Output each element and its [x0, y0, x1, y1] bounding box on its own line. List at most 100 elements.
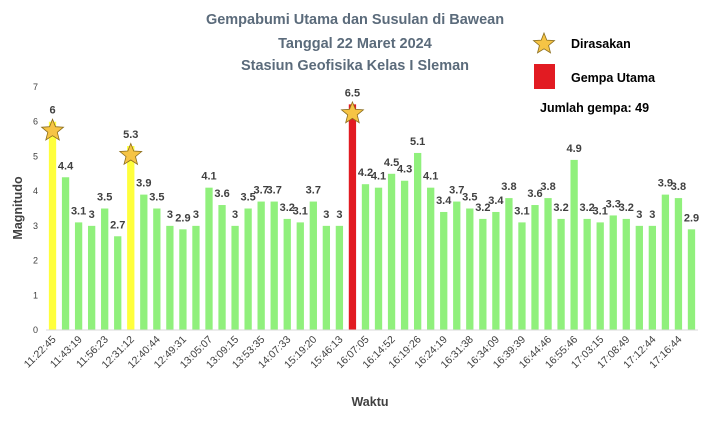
- data-label-26: 4.1: [371, 171, 386, 183]
- data-label-39: 3.8: [540, 181, 555, 193]
- data-label-8: 3.9: [136, 178, 151, 190]
- bar-14: [218, 205, 226, 330]
- data-label-11: 2.9: [175, 212, 190, 224]
- data-label-43: 3.1: [593, 205, 608, 217]
- data-label-17: 3.7: [254, 185, 269, 197]
- bar-33: [466, 208, 474, 330]
- legend-star-shape: [532, 31, 556, 54]
- bar-38: [531, 205, 539, 330]
- bar-5: [101, 208, 109, 330]
- data-label-37: 3.1: [514, 205, 529, 217]
- data-label-46: 3: [636, 209, 642, 221]
- bar-19: [283, 218, 291, 330]
- bar-12: [192, 225, 200, 330]
- bar-30: [427, 187, 435, 330]
- data-label-16: 3.5: [240, 192, 255, 204]
- total-earthquakes: Jumlah gempa: 49: [540, 101, 649, 115]
- data-label-24: 6.5: [345, 87, 360, 99]
- data-label-21: 3.7: [306, 185, 321, 197]
- data-label-12: 3: [193, 209, 199, 221]
- x-axis-ticks: 11:22:4511:43:1911:56:2312:31:1212:40:44…: [22, 334, 685, 372]
- bar-4: [87, 225, 96, 330]
- data-label-7: 5.3: [123, 129, 138, 141]
- chart-title-line-2: Tanggal 22 Maret 2024: [278, 36, 432, 52]
- bar-8: [140, 194, 148, 330]
- data-label-4: 3: [89, 209, 95, 221]
- bar-13: [205, 187, 213, 330]
- y-axis-ticks: 0 1 2 3 4 5 6 7: [33, 82, 38, 335]
- bar-15: [231, 225, 239, 330]
- bar-24: [348, 104, 357, 330]
- bar-18: [270, 201, 278, 330]
- bar-11: [179, 229, 187, 330]
- y-tick-label: 3: [33, 221, 38, 231]
- data-label-50: 2.9: [684, 212, 699, 224]
- chart-title-line-3: Stasiun Geofisika Kelas I Sleman: [241, 58, 469, 74]
- bars: [48, 104, 696, 331]
- data-label-49: 3.8: [671, 181, 686, 193]
- bar-35: [492, 211, 500, 330]
- data-label-9: 3.5: [149, 192, 164, 204]
- bar-32: [453, 201, 461, 330]
- bar-39: [544, 198, 552, 330]
- data-label-10: 3: [167, 209, 173, 221]
- bar-22: [322, 225, 331, 330]
- felt-markers: [40, 100, 365, 166]
- data-label-1: 6: [49, 105, 55, 117]
- felt-star-icon: [40, 118, 65, 141]
- data-label-14: 3.6: [214, 188, 229, 200]
- data-label-32: 3.7: [449, 185, 464, 197]
- legend-label-felt: Dirasakan: [571, 37, 631, 51]
- bar-6: [114, 236, 122, 330]
- bar-40: [557, 218, 565, 330]
- data-label-48: 3.9: [658, 178, 673, 190]
- bar-37: [518, 222, 526, 330]
- data-label-2: 4.4: [58, 160, 74, 172]
- y-tick-label: 7: [33, 82, 38, 92]
- bar-46: [635, 225, 643, 330]
- bar-9: [153, 208, 161, 330]
- bar-50: [687, 229, 696, 330]
- data-label-31: 3.4: [436, 195, 452, 207]
- data-label-15: 3: [232, 209, 238, 221]
- y-axis-title: Magnitudo: [11, 176, 25, 240]
- legend: Dirasakan Gempa Utama Jumlah gempa: 49: [532, 31, 656, 115]
- bar-36: [505, 198, 513, 330]
- y-tick-label: 4: [33, 186, 38, 196]
- data-label-36: 3.8: [501, 181, 516, 193]
- y-tick-label: 1: [33, 290, 38, 300]
- bar-20: [296, 222, 304, 330]
- bar-44: [609, 215, 617, 330]
- bar-42: [583, 218, 591, 330]
- bar-23: [335, 225, 344, 330]
- x-axis-title: Waktu: [351, 395, 388, 409]
- data-label-40: 3.2: [553, 202, 568, 214]
- data-label-34: 3.2: [475, 202, 490, 214]
- bar-31: [440, 211, 448, 330]
- bar-34: [479, 218, 487, 330]
- data-label-23: 3: [336, 209, 342, 221]
- data-label-29: 5.1: [410, 136, 425, 148]
- data-labels: 64.43.1 33.52.75.33.93.53 2.9 34.13.633.53.…: [49, 87, 699, 231]
- chart-title-line-1: Gempabumi Utama dan Susulan di Bawean: [206, 12, 504, 28]
- bar-17: [257, 201, 265, 330]
- bar-25: [361, 184, 370, 330]
- bar-27: [387, 173, 396, 330]
- data-label-18: 3.7: [267, 185, 282, 197]
- bar-7: [127, 146, 135, 330]
- felt-star-icon: [340, 100, 365, 124]
- felt-star-icon: [118, 142, 143, 166]
- legend-main-swatch: [534, 64, 555, 89]
- data-label-28: 4.3: [397, 164, 412, 176]
- data-label-42: 3.2: [580, 202, 595, 214]
- bar-49: [674, 198, 683, 330]
- bar-47: [648, 225, 657, 330]
- data-label-30: 4.1: [423, 171, 438, 183]
- data-label-38: 3.6: [527, 188, 542, 200]
- data-label-47: 3: [649, 209, 655, 221]
- data-label-45: 3.2: [619, 202, 634, 214]
- y-tick-label: 2: [33, 256, 38, 266]
- data-label-41: 4.9: [566, 143, 581, 155]
